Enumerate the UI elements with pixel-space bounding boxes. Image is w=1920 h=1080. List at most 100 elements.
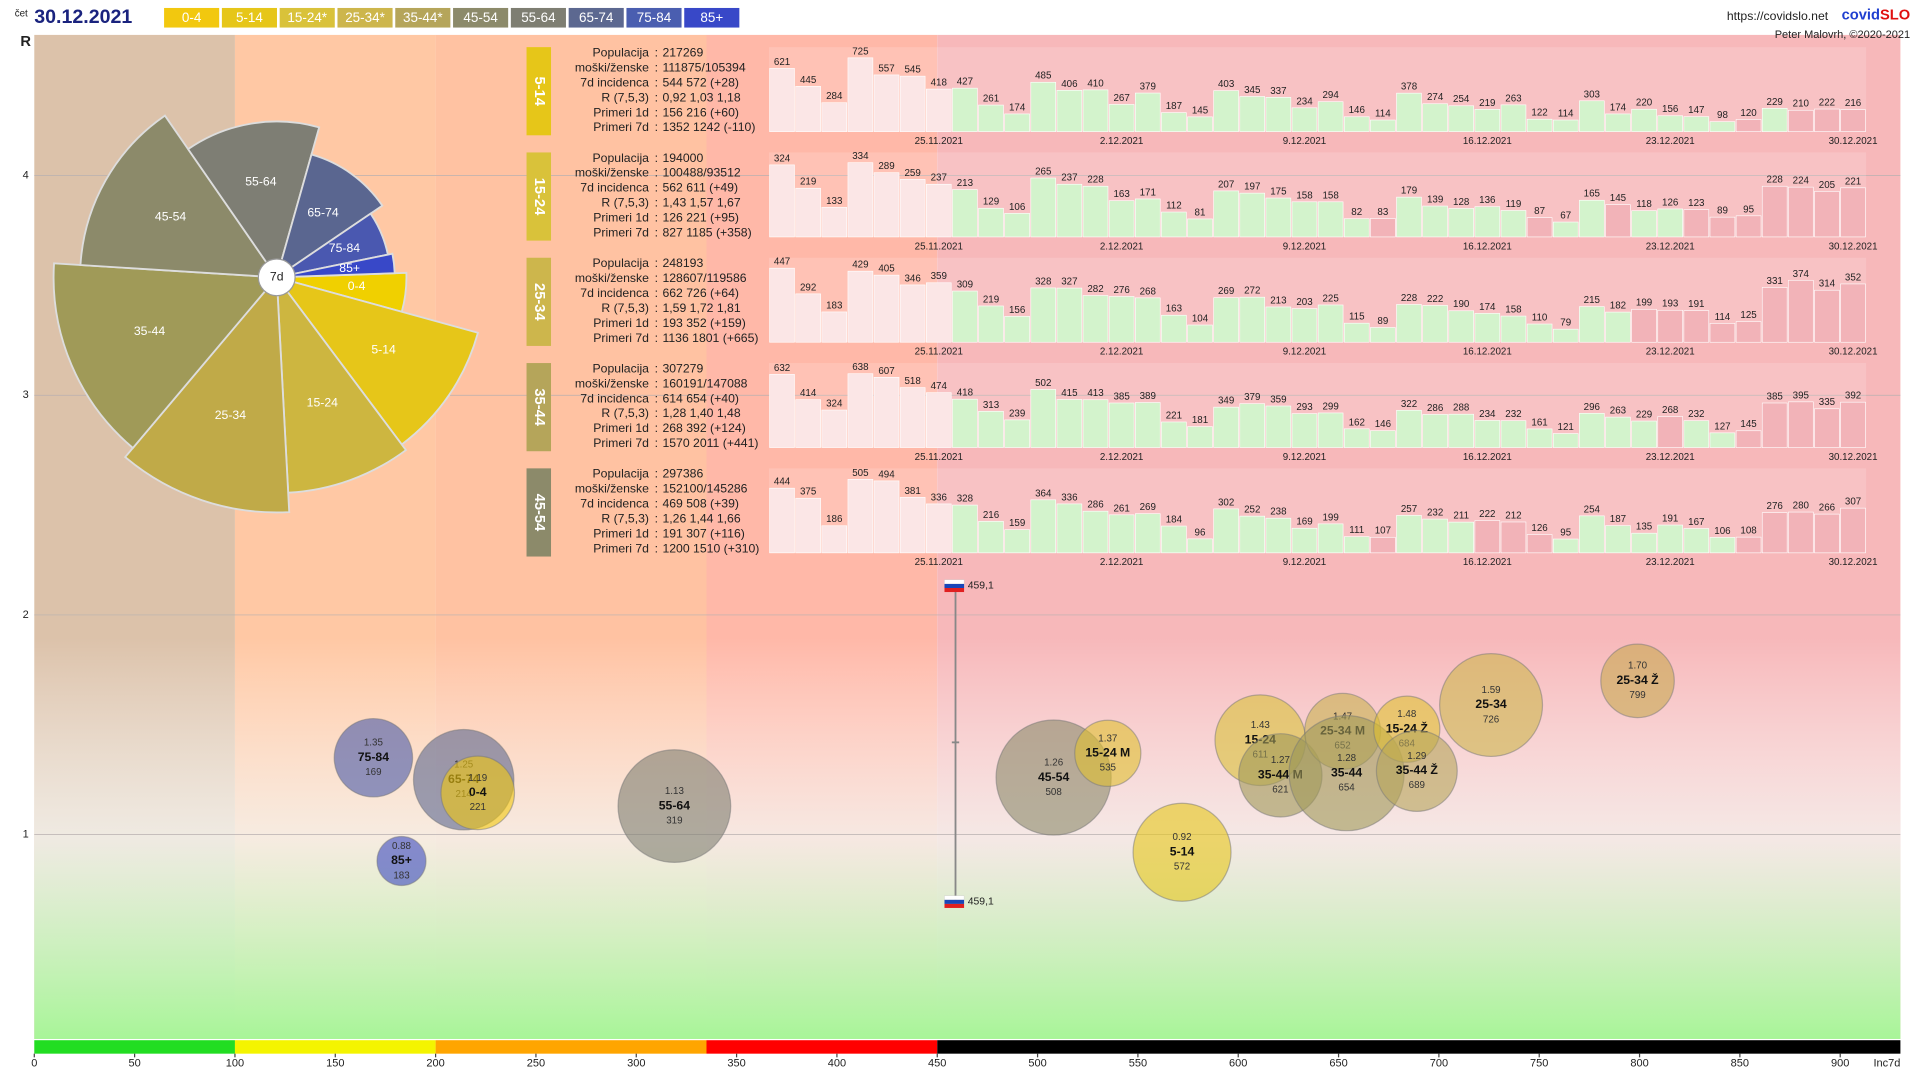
rose-label: 75-84 (329, 241, 360, 255)
legend-swatch (684, 7, 740, 28)
bar-label: 322 (1401, 399, 1417, 410)
bar-label: 190 (1453, 299, 1470, 310)
bar (926, 503, 952, 554)
bar (1187, 426, 1213, 448)
legend-label: 15-24* (287, 10, 327, 25)
bubble-name: 0-4 (469, 785, 487, 799)
y-tick-label: 1 (23, 829, 29, 841)
bar (1422, 205, 1448, 238)
bar (1161, 525, 1187, 554)
bubble-r: 1.13 (665, 786, 685, 797)
stat-label: R (7,5,3) (601, 90, 649, 104)
bar-label: 112 (1166, 201, 1182, 212)
bar-label: 374 (1793, 269, 1810, 280)
stat-separator: : (655, 60, 658, 74)
bubble-inc: 572 (1174, 862, 1190, 873)
bar-label: 111 (1349, 525, 1364, 536)
bar-label: 145 (1192, 105, 1209, 116)
x-tick-label: 900 (1831, 1057, 1849, 1069)
bubble-r: 1.19 (468, 773, 487, 784)
bar-label: 284 (826, 91, 843, 102)
bar-label: 381 (904, 486, 920, 497)
bar (1474, 520, 1501, 554)
stat-value: 191 307 (+116) (662, 526, 744, 540)
stat-value: 268 392 (+124) (662, 421, 745, 435)
bar-label: 211 (1453, 511, 1469, 522)
bar-label: 126 (1662, 197, 1679, 208)
bar-label: 725 (852, 46, 869, 57)
rose-label: 55-64 (245, 174, 276, 188)
stat-value: 1200 1510 (+310) (662, 541, 759, 555)
bar-label: 107 (1375, 526, 1391, 537)
bar (1161, 421, 1187, 448)
stat-label: 7d incidenca (580, 497, 649, 511)
bar (1108, 514, 1135, 554)
bar (795, 86, 821, 132)
bubble-r: 1.48 (1397, 709, 1417, 720)
bar-label: 221 (1166, 410, 1182, 421)
bar-label: 216 (1845, 98, 1862, 109)
bar-label: 324 (774, 153, 791, 164)
panel-bg (768, 257, 1867, 343)
bar (795, 293, 821, 343)
bar (1422, 103, 1448, 132)
bar-label: 414 (800, 388, 817, 399)
bar (1030, 499, 1057, 554)
bar (1552, 433, 1579, 448)
bar-label: 265 (1035, 166, 1052, 177)
date-label: 16.12.2021 (1463, 136, 1512, 147)
bar-label: 335 (1819, 397, 1836, 408)
flag-red (944, 588, 965, 593)
group-label: 25-34 (531, 283, 547, 321)
bar-label: 224 (1793, 176, 1810, 187)
stat-value: 100488/93512 (662, 166, 740, 180)
stat-value: 193 352 (+159) (662, 316, 745, 330)
panel-bg (768, 47, 1867, 132)
bar (1239, 403, 1266, 448)
stat-value: 111875/105394 (662, 60, 745, 74)
bar-label: 266 (1819, 503, 1836, 514)
stat-separator: : (655, 301, 658, 315)
bar (926, 392, 952, 448)
bubble-name: 25-34 Ž (1616, 672, 1659, 687)
bar (952, 504, 978, 554)
bar (1396, 304, 1422, 343)
bar (1082, 399, 1109, 448)
bar-label: 181 (1192, 415, 1208, 426)
stat-value: 1570 2011 (+441) (662, 436, 758, 450)
stat-separator: : (655, 376, 658, 390)
bar (899, 387, 926, 448)
bar (1631, 210, 1657, 238)
stat-label: R (7,5,3) (601, 196, 649, 210)
bar-label: 406 (1061, 79, 1078, 90)
bar-label: 156 (1009, 305, 1026, 316)
stat-separator: : (655, 286, 658, 300)
bar (1213, 508, 1239, 554)
bar (1761, 287, 1788, 343)
bar (1396, 196, 1422, 238)
stat-value: 217269 (662, 45, 703, 59)
rose-label: 35-44 (134, 324, 165, 338)
bar-label: 234 (1479, 409, 1496, 420)
stat-label: Primeri 1d (593, 421, 649, 435)
bar (1265, 97, 1292, 132)
bar-label: 415 (1061, 388, 1078, 399)
bar-label: 114 (1715, 312, 1731, 323)
bar (1761, 185, 1788, 238)
bar (1187, 538, 1213, 554)
bar-label: 282 (1087, 284, 1103, 295)
stat-separator: : (655, 120, 658, 134)
bar-label: 375 (800, 487, 817, 498)
bar-label: 299 (1322, 401, 1338, 412)
url: https://covidslo.net (1727, 9, 1829, 23)
bar-label: 136 (1479, 195, 1496, 206)
rose-sector (186, 120, 321, 280)
bar-label: 199 (1636, 298, 1652, 309)
bar (1317, 201, 1344, 238)
bar (769, 68, 795, 132)
date-label: 25.11.2021 (915, 241, 963, 252)
bar (1526, 534, 1553, 554)
bar-label: 294 (1322, 90, 1339, 101)
legend-label: 35-44* (403, 10, 443, 25)
bar-label: 179 (1401, 186, 1417, 197)
